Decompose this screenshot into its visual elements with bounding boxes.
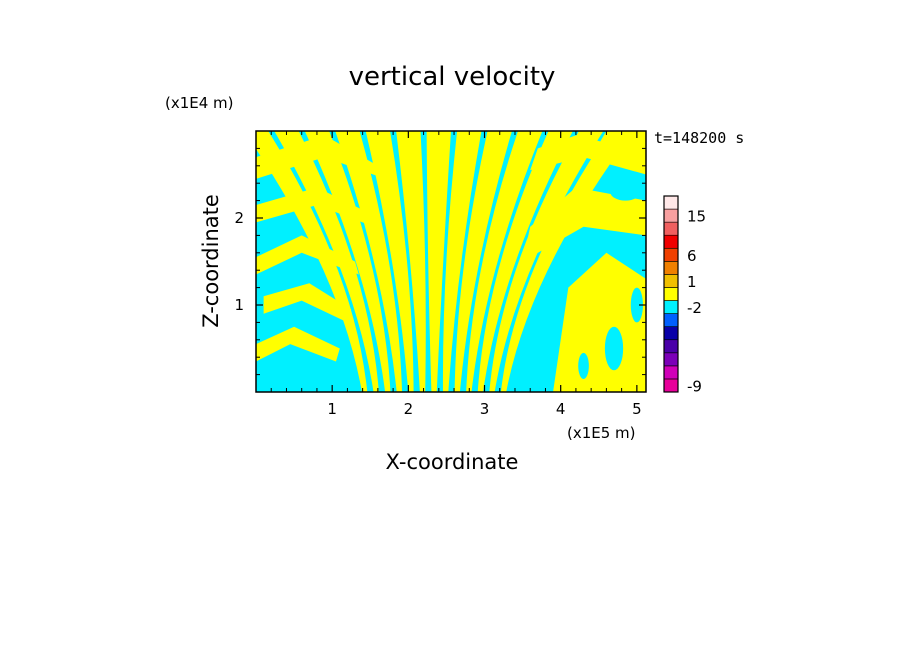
- updraft-band: [477, 131, 573, 392]
- plot-area: [256, 131, 646, 392]
- updraft-band: [426, 131, 451, 392]
- x-tick-label: 4: [556, 400, 566, 418]
- colorbar-swatch: [663, 195, 679, 210]
- colorbar-swatch: [663, 352, 679, 367]
- colorbar-swatch: [663, 313, 679, 327]
- colorbar-label: 1: [687, 273, 697, 291]
- updraft-band: [256, 187, 375, 227]
- downdraft-patch: [610, 183, 641, 201]
- updraft-band: [256, 135, 386, 179]
- updraft-patch: [530, 135, 646, 175]
- colorbar-label: 15: [687, 208, 706, 226]
- x-axis: 1 2 3 4 5: [270, 131, 642, 418]
- y-axis: 12: [234, 147, 646, 376]
- y-unit-label: (x1E4 m): [165, 94, 234, 112]
- downdraft-patch: [630, 287, 643, 323]
- colorbar-swatch: [663, 274, 679, 288]
- colorbar-swatch: [663, 221, 679, 236]
- x-axis-title: X-coordinate: [386, 450, 519, 474]
- x-tick-label: 5: [632, 400, 642, 418]
- colorbar-swatch: [663, 261, 679, 275]
- colorbar-swatch: [663, 378, 679, 393]
- colorbar-frame: [663, 195, 679, 393]
- updraft-patch: [522, 187, 646, 262]
- colorbar-swatch: [663, 234, 679, 249]
- colorbar-swatch: [663, 326, 679, 341]
- colorbar-swatch: [663, 208, 679, 223]
- field-bands: [256, 131, 646, 392]
- updraft-patch: [553, 252, 646, 392]
- colorbar-swatch: [663, 365, 679, 380]
- updraft-band: [396, 131, 426, 392]
- downdraft-patch: [604, 326, 624, 371]
- updraft-band: [335, 131, 403, 392]
- colorbar-label: 6: [687, 247, 697, 265]
- updraft-band: [263, 283, 352, 323]
- x-unit-label: (x1E5 m): [567, 424, 636, 442]
- x-tick-label: 2: [404, 400, 414, 418]
- colorbar-label: -2: [687, 299, 702, 317]
- x-tick-label: 3: [480, 400, 490, 418]
- updraft-band: [256, 326, 340, 362]
- colorbar-swatch: [663, 247, 679, 262]
- y-axis-title: Z-coordinate: [199, 194, 223, 328]
- x-tick-label: 1: [327, 400, 337, 418]
- updraft-band: [304, 131, 391, 392]
- colorbar: -9 -2 1 6 15: [663, 195, 706, 395]
- colorbar-swatch: [663, 300, 679, 314]
- colorbar-label: -9: [687, 377, 702, 395]
- y-tick-label: 1: [234, 296, 244, 314]
- updraft-band: [365, 131, 414, 392]
- time-label: t=148200 s: [654, 129, 744, 147]
- y-tick-label: 2: [234, 209, 244, 227]
- chart-title: vertical velocity: [349, 62, 556, 92]
- updraft-band: [256, 235, 359, 275]
- downdraft-patch: [578, 352, 589, 379]
- plot-frame: [255, 130, 647, 393]
- updraft-patch: [598, 131, 646, 158]
- colorbar-swatch: [663, 287, 679, 301]
- updraft-band: [466, 131, 543, 392]
- updraft-band: [454, 131, 512, 392]
- colorbar-swatch: [663, 339, 679, 354]
- updraft-band: [442, 131, 482, 392]
